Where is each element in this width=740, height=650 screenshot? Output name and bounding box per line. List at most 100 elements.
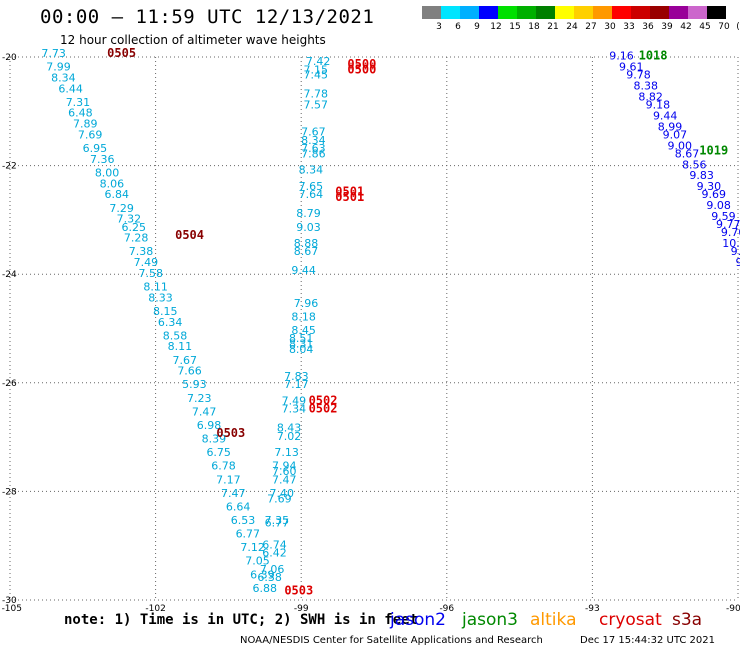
wave-height-value: 8.31 bbox=[289, 338, 314, 351]
wave-height-value: 8.18 bbox=[291, 310, 316, 323]
wave-height-value: 7.05 bbox=[245, 555, 270, 568]
wave-height-value: 6.48 bbox=[68, 107, 93, 120]
generated-timestamp: Dec 17 15:44:32 UTC 2021 bbox=[580, 635, 715, 646]
wave-height-value: 7.47 bbox=[221, 487, 246, 500]
wave-height-value: 8.11 bbox=[143, 280, 168, 293]
wave-height-value: 6.44 bbox=[58, 82, 83, 95]
wave-height-value: 7.15 bbox=[304, 63, 329, 76]
wave-height-value: 7.28 bbox=[124, 232, 149, 245]
wave-height-value: 9.91 bbox=[731, 245, 740, 258]
y-tick-label: -22 bbox=[2, 162, 17, 172]
wave-height-value: 7.47 bbox=[192, 405, 217, 418]
pass-time-label: 0504 bbox=[175, 228, 204, 242]
footnote: note: 1) Time is in UTC; 2) SWH is in fe… bbox=[64, 612, 419, 628]
color-scale-label: 18 bbox=[528, 22, 540, 32]
color-swatch bbox=[574, 6, 593, 19]
wave-height-value: 6.75 bbox=[206, 446, 231, 459]
color-swatch bbox=[593, 6, 612, 19]
wave-height-value: 7.29 bbox=[109, 202, 134, 215]
wave-height-value: 7.31 bbox=[66, 96, 91, 109]
color-swatch bbox=[707, 6, 726, 19]
wave-height-value: 8.15 bbox=[153, 305, 178, 318]
pass-time-label: 0502 bbox=[309, 402, 338, 416]
wave-height-value: 9.03 bbox=[296, 221, 321, 234]
wave-height-value: 8.39 bbox=[202, 433, 227, 446]
color-swatch bbox=[517, 6, 536, 19]
pass-time-label: 0502 bbox=[309, 394, 338, 408]
color-scale-label: 3 bbox=[436, 22, 442, 32]
color-scale-label: 70 bbox=[718, 22, 730, 32]
wave-height-value: 7.58 bbox=[138, 267, 163, 280]
color-scale-label: 9 bbox=[474, 22, 480, 32]
color-scale-label: 30 bbox=[604, 22, 616, 32]
wave-height-value: 9.44 bbox=[653, 109, 678, 122]
color-swatch bbox=[688, 6, 707, 19]
wave-height-value: 6.77 bbox=[265, 517, 290, 530]
wave-height-value: 9.78 bbox=[626, 69, 651, 82]
color-scale-label: 6 bbox=[455, 22, 461, 32]
wave-height-value: 7.67 bbox=[301, 126, 326, 139]
wave-height-value: 6.78 bbox=[211, 460, 236, 473]
wave-height-value: 7.65 bbox=[299, 180, 324, 193]
wave-height-value: 7.32 bbox=[117, 213, 142, 226]
y-tick-label: -24 bbox=[2, 270, 17, 280]
wave-height-value: 7.69 bbox=[78, 128, 103, 141]
wave-height-value: 7.73 bbox=[41, 47, 66, 60]
color-scale-label: 36 bbox=[642, 22, 654, 32]
satellite-legend-item: altika bbox=[530, 610, 577, 630]
y-tick-label: -20 bbox=[2, 53, 17, 63]
wave-height-value: 6.95 bbox=[83, 142, 108, 155]
wave-height-value: 8.33 bbox=[148, 291, 173, 304]
wave-height-value: 7.35 bbox=[265, 514, 290, 527]
color-swatch bbox=[669, 6, 688, 19]
wave-height-value: 7.38 bbox=[129, 245, 154, 258]
wave-height-value: 6.74 bbox=[262, 538, 287, 551]
satellite-legend-item: s3a bbox=[672, 610, 703, 630]
pass-time-label: 1018 bbox=[639, 49, 668, 63]
wave-height-value: 7.78 bbox=[304, 88, 329, 101]
wave-height-value: 7.36 bbox=[90, 153, 115, 166]
color-swatch bbox=[650, 6, 669, 19]
pass-time-label: 0501 bbox=[335, 190, 364, 204]
wave-height-value: 8.06 bbox=[100, 177, 125, 190]
wave-height-values: 9.169.619.788.388.829.189.448.999.079.00… bbox=[41, 47, 740, 595]
wave-height-value: 8.34 bbox=[301, 134, 326, 147]
wave-height-value: 7.17 bbox=[216, 473, 241, 486]
wave-height-value: 7.23 bbox=[187, 392, 212, 405]
wave-height-value: 8.11 bbox=[168, 340, 193, 353]
color-swatch bbox=[612, 6, 631, 19]
wave-height-value: 8.67 bbox=[675, 147, 700, 160]
pass-time-label: 1019 bbox=[699, 144, 728, 158]
map-title: 00:00 – 11:59 UTC 12/13/2021 bbox=[40, 6, 375, 28]
satellite-legend-item: jason3 bbox=[462, 610, 518, 630]
color-scale-label: 27 bbox=[585, 22, 597, 32]
wave-height-value: 8.38 bbox=[634, 80, 659, 93]
wave-height-value: 8.79 bbox=[296, 207, 321, 220]
wave-height-value: 7.42 bbox=[306, 55, 331, 68]
wave-height-value: 7.64 bbox=[299, 188, 324, 201]
wave-height-value: 6.84 bbox=[105, 188, 130, 201]
wave-height-value: 8.51 bbox=[289, 332, 314, 345]
color-scale-label: (ft) bbox=[736, 22, 740, 32]
x-tick-label: -93 bbox=[585, 604, 600, 614]
wave-height-value: 8.99 bbox=[658, 120, 683, 133]
wave-height-value: 9.44 bbox=[291, 264, 316, 277]
pass-time-label: 0501 bbox=[335, 184, 364, 198]
wave-height-value: 8.43 bbox=[277, 422, 302, 435]
satellite-legend-item: jason2 bbox=[390, 610, 446, 630]
wave-height-value: 9.69 bbox=[701, 188, 726, 201]
wave-height-value: 9.00 bbox=[668, 139, 693, 152]
wave-height-value: 8.67 bbox=[294, 245, 319, 258]
wave-height-value: 6.42 bbox=[262, 547, 287, 560]
x-tick-label: -96 bbox=[439, 604, 454, 614]
wave-height-value: 9.30 bbox=[697, 180, 722, 193]
wave-height-value: 9.16 bbox=[609, 50, 634, 63]
x-tick-label: -99 bbox=[294, 604, 309, 614]
color-swatch bbox=[479, 6, 498, 19]
color-scale-label: 33 bbox=[623, 22, 635, 32]
wave-height-value: 9.07 bbox=[663, 128, 688, 141]
pass-time-label: 0500 bbox=[347, 57, 376, 71]
color-scale-label: 21 bbox=[547, 22, 559, 32]
wave-height-value: 8.56 bbox=[682, 158, 707, 171]
